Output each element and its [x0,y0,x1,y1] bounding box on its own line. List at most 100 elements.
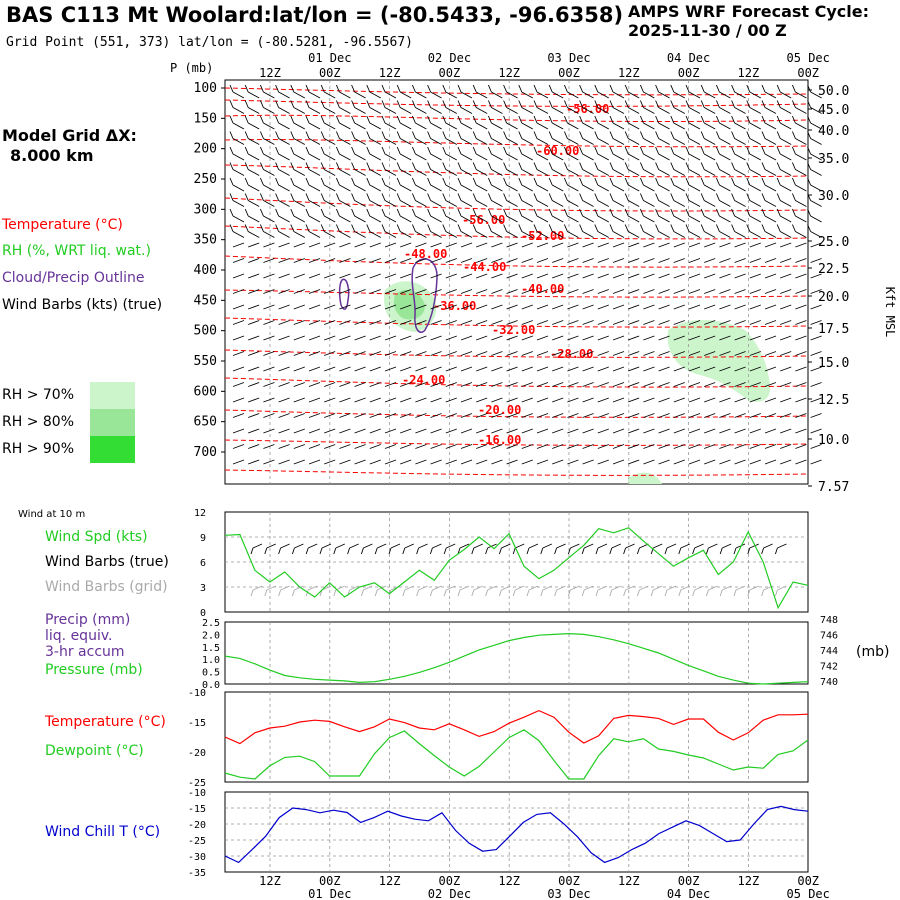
wind-barb [579,146,594,161]
wind-barb [354,335,366,341]
temp-tick-label: -10 [188,688,206,699]
wind-barb [232,413,245,418]
wind-barb [810,335,822,341]
wind-barb [491,413,503,418]
wind-barb [780,289,792,294]
temperature-contour-label: -24.00 [402,373,445,387]
wind-barb [263,366,275,372]
wind-barb [369,304,381,310]
windchill-line [224,805,809,864]
wind-barb [780,258,792,263]
wind-barb [521,413,533,418]
wind-barb [639,177,655,192]
kft-tick-label: 17.5 [818,322,849,337]
wind-barb [567,397,579,403]
wind-barb [734,366,746,372]
wind-barb [320,131,336,145]
wind-barb [749,335,761,341]
wind-barb [719,413,731,418]
wind-barb [460,273,473,279]
wind-barb [263,351,275,356]
wind-barb [430,320,442,325]
wind-barb [536,273,549,279]
wind-barb [643,444,655,449]
wind-barb [293,366,305,372]
wind-barb [719,444,731,449]
surface-wind-barb-true [443,543,456,555]
wind-barb [263,382,275,387]
top-time-tick-label: 12Z [738,66,760,80]
wind-barb [552,273,564,279]
temperature-label: Temperature (°C) [45,714,166,730]
precip-label-3: 3-hr accum [45,644,125,660]
wind-barb [780,397,792,403]
wind-barb [791,162,807,176]
wind-barb [308,273,321,279]
wind-barb [487,162,503,176]
wind-barb [248,413,260,418]
windchill-tick-label: -30 [188,852,206,863]
temperature-line [224,709,809,745]
surface-wind-barb-true [540,543,552,555]
wind-barb [293,320,305,325]
wind-barb [685,208,701,223]
wind-barb [460,382,473,387]
kft-tick-label: 40.0 [818,124,849,139]
wind-barb [506,413,518,418]
wind-barb [278,258,290,263]
wind-barb [248,397,260,403]
top-date-label: 05 Dec [787,51,830,65]
wind-barb [460,335,473,341]
wind-barb [628,428,640,434]
wind-barb [354,428,366,434]
wind-barb [719,304,731,310]
wind-barb [658,335,670,341]
wind-barb [518,146,534,161]
wind-barb [339,289,351,294]
wind-barb [384,304,397,310]
wind-barb [381,115,397,130]
wind-barb [780,444,792,449]
wind-barb [460,304,473,310]
wind-barb [411,84,427,99]
wind-barb [810,351,822,356]
wind-barb [308,366,321,372]
wind-barb [609,162,625,176]
wind-barb [567,335,579,341]
wind-barb [430,242,442,248]
wind-barb [734,428,746,434]
wind-barb [229,193,245,207]
wind-barb [597,242,609,248]
wind-barb [290,115,306,130]
wind-barb [369,320,381,325]
wind-barb [278,459,290,465]
wind-barb [232,428,245,434]
temperature-contour-label: -56.00 [566,102,609,116]
wind-barb [624,146,640,161]
wind-barb [567,413,579,418]
wind-barb [567,242,579,248]
legend-cloud: Cloud/Precip Outline [2,270,145,286]
wind-barb [658,304,670,310]
wind-barb [536,304,549,310]
wind-barb [594,84,610,99]
wind-barb [427,162,442,176]
wind-barb [628,320,640,325]
wind-barb [275,84,290,99]
top-time-tick-label: 00Z [558,66,580,80]
wind-barbs-grid-label: Wind Barbs (grid) [45,579,168,595]
wind-barb [232,444,245,449]
wind-barb [290,146,306,161]
surface-wind-barb-true [554,543,566,555]
wind-barb [810,242,822,248]
wind-barb [263,273,275,279]
legend-swatch-rh90 [90,436,135,463]
wind-spd-label: Wind Spd (kts) [45,529,148,545]
pressure-tick-label: 700 [194,445,217,460]
wind-barb [427,224,442,238]
wind-barb [293,351,305,356]
wind-barb [506,459,518,465]
pressure-tick-label-right: 742 [820,662,838,673]
wind-barb [290,224,306,238]
surface-wind-barb-grid [512,585,525,597]
